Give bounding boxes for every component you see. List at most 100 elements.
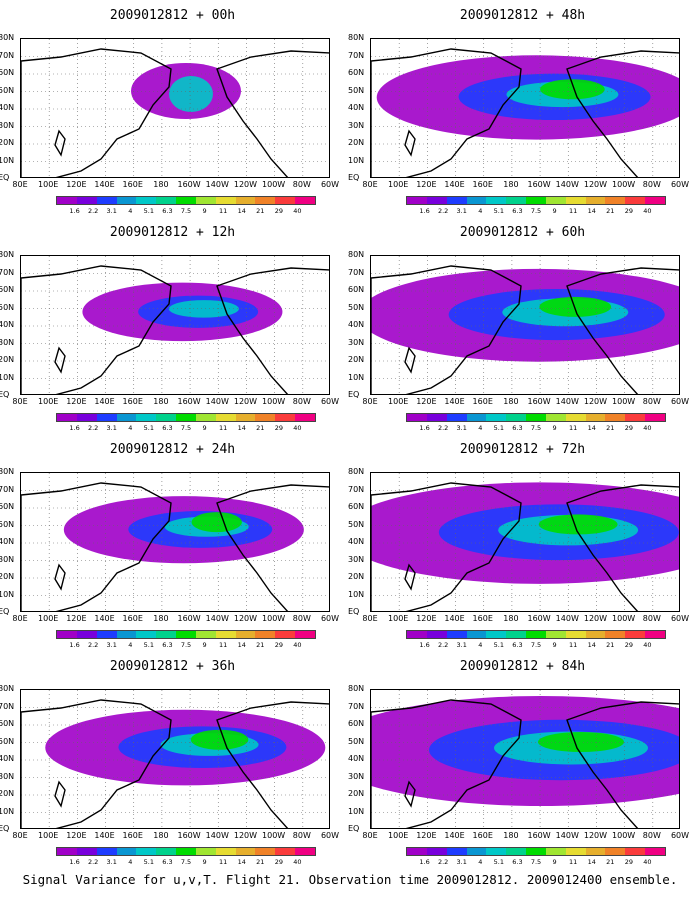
map-panel: 2009012812 + 48h 80N 70N 60N 50N 40N 30N 20N 10N… <box>348 0 690 215</box>
colorbar-swatch <box>57 197 77 204</box>
colorbar-label: 2.2 <box>437 858 449 866</box>
colorbar-swatch <box>446 414 467 421</box>
colorbar-swatch <box>275 197 296 204</box>
colorbar-swatch <box>585 848 606 855</box>
y-tick-label: 60N <box>0 285 15 294</box>
colorbar-label: 9 <box>552 641 557 649</box>
y-tick-label: 50N <box>0 519 15 529</box>
colorbar-label: 7.5 <box>180 207 192 215</box>
colorbar-swatch <box>176 197 196 204</box>
colorbar-label: 5.1 <box>493 858 505 866</box>
colorbar <box>56 413 316 422</box>
y-tick-label: 10N <box>0 155 15 165</box>
x-tick-label: 160E <box>472 397 493 406</box>
colorbar-swatch <box>116 848 137 855</box>
x-tick-label: 60W <box>320 831 340 840</box>
x-tick-label: 100E <box>388 614 409 623</box>
colorbar-label: 29 <box>624 641 633 649</box>
y-tick-label: 50N <box>0 736 15 746</box>
colorbar-swatch <box>645 848 665 855</box>
y-tick-label: 20N <box>0 355 15 364</box>
map-panel: 2009012812 + 72h 80N 70N 60N 50N 40N 30N 20N 10N… <box>348 434 690 649</box>
x-tick-label: 140E <box>94 180 115 189</box>
colorbar-label: 14 <box>587 858 596 866</box>
x-tick-label: 160W <box>177 397 201 406</box>
x-tick-label: 160E <box>122 614 143 623</box>
coastline <box>21 48 172 177</box>
y-tick-label: 70N <box>348 50 365 60</box>
x-tick-label: 80E <box>12 180 28 189</box>
colorbar-swatch <box>446 197 467 204</box>
y-tick-label: 70N <box>0 701 15 711</box>
x-tick-label: 160E <box>122 180 143 189</box>
colorbar-label: 40 <box>643 207 652 215</box>
colorbar-swatch <box>625 631 646 638</box>
colorbar-swatch <box>176 848 196 855</box>
x-tick-label: 80W <box>292 180 311 189</box>
x-tick-label: 100W <box>612 397 636 406</box>
colorbar-label: 5.1 <box>143 424 155 432</box>
colorbar-label: 21 <box>256 641 265 649</box>
map-panel: 2009012812 + 60h 80N 70N 60N 50N 40N 30N 20N 10N… <box>348 217 690 432</box>
colorbar-swatch <box>295 414 315 421</box>
x-tick-label: 160E <box>122 831 143 840</box>
colorbar-label: 29 <box>274 641 283 649</box>
x-tick-label: 80E <box>12 397 28 406</box>
x-tick-label: 120E <box>66 614 87 623</box>
y-tick-label: 70N <box>0 484 15 494</box>
x-tick-label: 100E <box>38 831 59 840</box>
colorbar-swatch <box>215 631 236 638</box>
y-tick-label: 70N <box>0 50 15 60</box>
panel-title: 2009012812 + 48h <box>459 8 586 23</box>
x-tick-label: 160W <box>177 614 201 623</box>
colorbar-label: 3.1 <box>456 641 467 649</box>
colorbar-swatch <box>195 848 216 855</box>
colorbar-label: 9 <box>202 641 207 649</box>
colorbar-swatch <box>486 631 507 638</box>
x-tick-label: 160E <box>122 397 143 406</box>
colorbar-swatch <box>426 848 447 855</box>
colorbar-swatch <box>466 414 487 421</box>
x-tick-label: 180 <box>153 180 169 189</box>
y-tick-label: EQ <box>348 390 360 399</box>
colorbar-swatch <box>195 414 216 421</box>
y-tick-label: 40N <box>0 103 15 112</box>
coastline <box>566 701 679 828</box>
colorbar-label: 14 <box>237 207 246 215</box>
coastline <box>54 346 66 374</box>
x-tick-label: 80E <box>12 831 28 840</box>
y-tick-label: 30N <box>0 771 15 781</box>
colorbar-label: 2.2 <box>87 424 99 432</box>
colorbar-label: 21 <box>606 641 615 649</box>
panel-title: 2009012812 + 00h <box>109 8 236 23</box>
colorbar-swatch <box>585 414 606 421</box>
y-tick-label: 30N <box>0 554 15 564</box>
x-tick-label: 140E <box>444 614 465 623</box>
y-tick-label: 10N <box>348 806 365 816</box>
colorbar-label: 7.5 <box>180 641 192 649</box>
colorbar-label: 29 <box>274 858 283 866</box>
x-tick-label: 160E <box>472 831 493 840</box>
coastline <box>216 50 329 177</box>
colorbar-label: 7.5 <box>530 641 542 649</box>
colorbar-label: 1.6 <box>69 424 80 432</box>
colorbar-label: 2.2 <box>437 641 449 649</box>
colorbar-swatch <box>486 414 507 421</box>
colorbar-label: 7.5 <box>180 424 192 432</box>
variance-contour <box>191 512 242 533</box>
colorbar-swatch <box>526 848 546 855</box>
y-tick-label: 60N <box>0 719 15 728</box>
colorbar-swatch <box>275 414 296 421</box>
colorbar-label: 6.3 <box>162 207 173 215</box>
x-tick-label: 140E <box>444 397 465 406</box>
colorbar-label: 9 <box>552 858 557 866</box>
y-tick-label: 10N <box>348 372 365 382</box>
colorbar-swatch <box>195 631 216 638</box>
colorbar-label: 14 <box>587 641 596 649</box>
variance-contour <box>539 296 612 317</box>
colorbar-label: 21 <box>256 207 265 215</box>
y-tick-label: 20N <box>348 572 365 581</box>
colorbar <box>406 630 666 639</box>
colorbar-swatch <box>565 197 586 204</box>
x-tick-label: 100W <box>612 614 636 623</box>
